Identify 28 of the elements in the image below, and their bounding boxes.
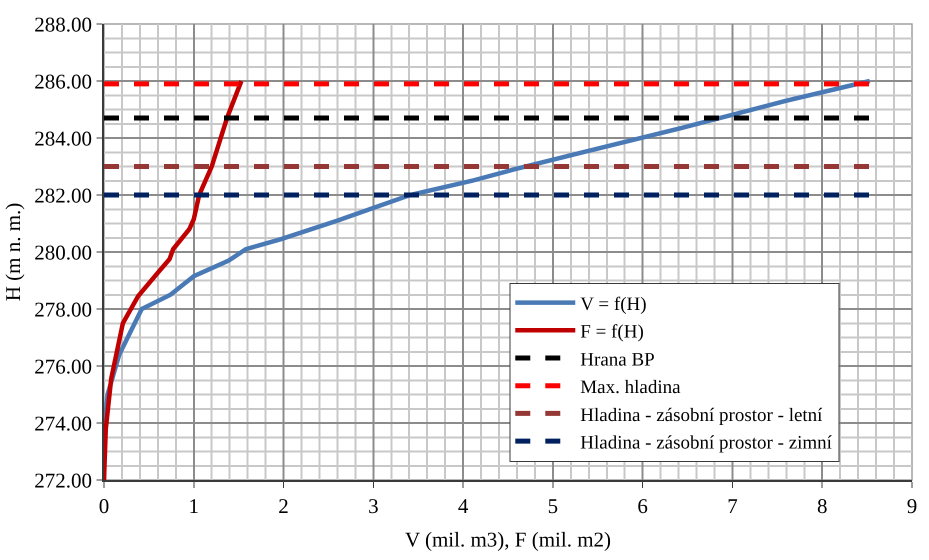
x-tick-label: 6 xyxy=(637,494,648,518)
x-tick-label: 5 xyxy=(548,494,558,518)
x-tick-label: 0 xyxy=(98,494,110,518)
x-tick-label: 1 xyxy=(188,494,200,518)
legend-label: Max. hladina xyxy=(580,377,682,398)
legend-label: Hladina - zásobní prostor - zimní xyxy=(580,432,833,454)
y-tick-label: 274.00 xyxy=(34,411,92,436)
x-axis-title: V (mil. m3), F (mil. m2) xyxy=(404,528,612,552)
x-tick-label: 7 xyxy=(727,494,738,518)
line-series xyxy=(104,78,244,480)
y-axis-title: H (m n. m.) xyxy=(0,202,25,302)
x-tick-label: 8 xyxy=(816,494,828,518)
y-tick-label: 280.00 xyxy=(34,240,92,264)
legend-label: V = f(H) xyxy=(580,294,647,316)
y-tick-label: 276.00 xyxy=(34,354,92,378)
x-tick-label: 4 xyxy=(458,494,469,518)
y-tick-label: 272.00 xyxy=(34,468,92,492)
y-tick-label: 284.00 xyxy=(34,126,92,150)
legend-label: F = f(H) xyxy=(580,322,644,343)
legend-label: Hrana BP xyxy=(580,349,655,370)
y-tick-label: 288.00 xyxy=(34,12,92,36)
x-tick-label: 2 xyxy=(278,494,289,518)
legend-label: Hladina - zásobní prostor - letní xyxy=(580,404,824,426)
x-tick-label: 3 xyxy=(368,494,379,518)
y-tick-label: 286.00 xyxy=(34,69,92,94)
y-tick-label: 278.00 xyxy=(34,297,92,322)
x-tick-label: 9 xyxy=(906,494,918,518)
y-tick-label: 282.00 xyxy=(34,183,92,208)
